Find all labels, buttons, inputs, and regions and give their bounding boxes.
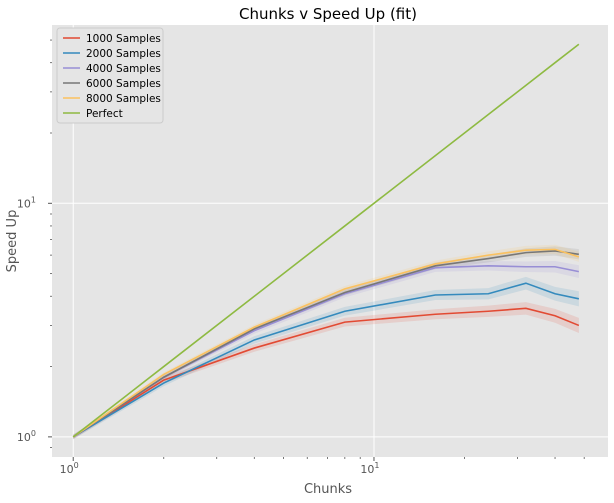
legend-box bbox=[56, 27, 164, 124]
y-tick-exponent: 0 bbox=[31, 429, 36, 438]
legend: 1000 Samples 2000 Samples 4000 Samples 6000… bbox=[56, 27, 164, 124]
x-tick-label: 101 bbox=[360, 461, 379, 476]
legend-label-6000-samples: 6000 Samples bbox=[86, 78, 161, 90]
legend-label-4000-samples: 4000 Samples bbox=[86, 63, 161, 75]
band-1000-samples bbox=[73, 302, 579, 440]
legend-label-8000-samples: 8000 Samples bbox=[86, 93, 161, 105]
line-2000-samples bbox=[72, 282, 580, 438]
legend-label-2000-samples: 2000 Samples bbox=[86, 48, 161, 60]
x-tick-label: 100 bbox=[60, 461, 79, 476]
minor-ticks bbox=[48, 39, 585, 461]
line-6000-samples bbox=[72, 250, 579, 438]
confidence-bands bbox=[73, 244, 579, 440]
x-tick-exponent: 0 bbox=[74, 461, 79, 470]
y-tick-label: 100 bbox=[17, 429, 36, 444]
x-tick-exponent: 1 bbox=[374, 461, 379, 470]
y-tick-label: 101 bbox=[17, 195, 36, 210]
line-perfect bbox=[72, 43, 580, 438]
legend-label-perfect: Perfect bbox=[86, 108, 123, 120]
series-lines bbox=[72, 43, 580, 438]
x-axis-label: Chunks bbox=[304, 482, 352, 497]
chart-title: Chunks v Speed Up (fit) bbox=[239, 5, 417, 23]
x-tick-labels: 100 101 bbox=[60, 461, 380, 476]
line-8000-samples bbox=[72, 248, 580, 438]
y-axis-label: Speed Up bbox=[5, 210, 20, 273]
y-tick-exponent: 1 bbox=[31, 195, 36, 204]
legend-label-1000-samples: 1000 Samples bbox=[86, 33, 161, 45]
